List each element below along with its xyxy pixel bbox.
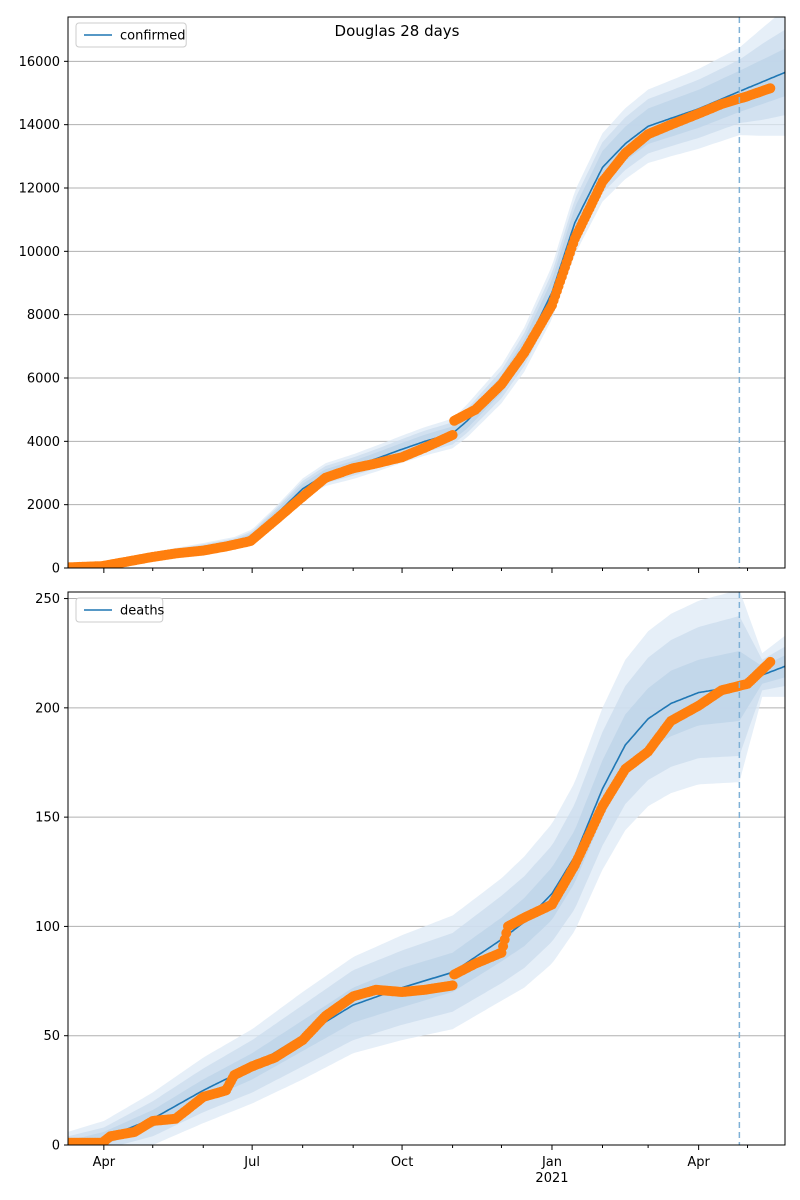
- y-tick-label: 16000: [19, 55, 60, 70]
- y-tick-label: 0: [52, 562, 60, 577]
- uncertainty-band-inner: [68, 651, 785, 1145]
- confirmed-panel: 0 2000 4000 6000 8000 10000 12000 14000 16000 con…: [19, 16, 786, 577]
- plot-area: [68, 17, 785, 568]
- y-tick-label: 250: [35, 592, 60, 607]
- legend-label: deaths: [120, 604, 165, 619]
- uncertainty-band-mid: [68, 616, 785, 1145]
- chart-title: Douglas 28 days: [335, 22, 460, 40]
- x-tick-label: Oct: [391, 1155, 413, 1170]
- y-tick-label: 8000: [27, 308, 60, 323]
- observed-point: [447, 430, 458, 440]
- y-tick-label: 2000: [27, 498, 60, 513]
- y-tick-label: 50: [43, 1029, 60, 1044]
- y-tick-label: 4000: [27, 435, 60, 450]
- y-tick-label: 10000: [19, 245, 60, 260]
- observed-point: [765, 656, 776, 667]
- observed-point: [447, 980, 458, 991]
- forecast-line: [740, 71, 785, 92]
- legend: deaths: [75, 597, 165, 623]
- legend-box: [75, 22, 187, 48]
- deaths-panel: 0 50 100 150 200 250 deaths Apr Jul Oct Jan Apr 2021: [35, 591, 786, 1186]
- observed-point: [765, 83, 776, 94]
- legend-label: confirmed: [120, 29, 186, 44]
- plot-area: [68, 592, 785, 1145]
- x-tick-label: Apr: [687, 1155, 710, 1170]
- y-tick-label: 12000: [19, 182, 60, 197]
- x-tick-label: Apr: [93, 1155, 116, 1170]
- x-year-label: 2021: [535, 1171, 568, 1186]
- y-tick-label: 200: [35, 701, 60, 716]
- legend: confirmed: [75, 22, 187, 48]
- y-tick-label: 6000: [27, 372, 60, 387]
- x-tick-label: Jan: [541, 1155, 562, 1170]
- y-tick-label: 150: [35, 811, 60, 826]
- legend-box: [75, 597, 164, 623]
- axes-frame: [67, 591, 786, 1146]
- axes-frame: [67, 16, 786, 569]
- y-tick-label: 100: [35, 920, 60, 935]
- y-tick-label: 0: [52, 1139, 60, 1154]
- y-tick-label: 14000: [19, 118, 60, 133]
- x-tick-label: Jul: [243, 1155, 260, 1170]
